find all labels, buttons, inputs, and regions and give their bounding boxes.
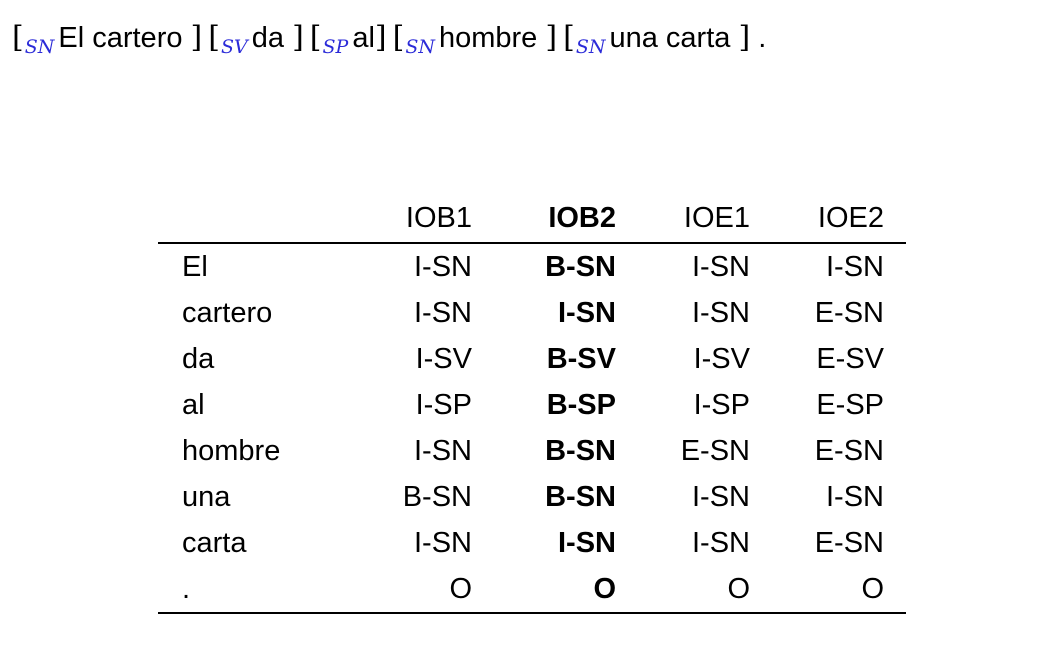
cell-ioe2: E-SP (816, 389, 884, 421)
header-ioe2: IOE2 (754, 194, 906, 244)
open-bracket: [ (563, 20, 575, 55)
table-row: cartero I-SN I-SN I-SN E-SN (158, 290, 906, 336)
chunk-text: al (352, 22, 375, 54)
cell-iob2: B-SN (545, 481, 616, 513)
cell-word: una (182, 481, 231, 513)
cell-iob2: B-SN (545, 435, 616, 467)
chunk: [SP al] (309, 20, 387, 58)
annotated-sentence: [SN El cartero ] [SV da ] [SP al] [SN hombre ][… (12, 16, 766, 60)
close-bracket: ] (545, 20, 558, 55)
cell-word: hombre (182, 435, 281, 467)
open-bracket: [ (309, 20, 322, 55)
table-row: al I-SP B-SP I-SP E-SP (158, 382, 906, 428)
cell-iob1: I-SN (414, 435, 472, 467)
chunk-text: El cartero (58, 22, 183, 54)
cell-iob1: B-SN (402, 481, 472, 513)
open-bracket: [ (392, 20, 405, 55)
header-row: IOB1 IOB2 IOE1 IOE2 (158, 194, 906, 244)
chunk-tag: SV (220, 36, 248, 58)
table-row: una B-SN B-SN I-SN I-SN (158, 474, 906, 520)
cell-ioe1: I-SN (692, 297, 750, 329)
chunk-tag: SN (575, 36, 606, 58)
open-bracket: [ (208, 20, 220, 55)
cell-iob1: I-SN (414, 251, 472, 283)
cell-iob2: B-SP (546, 389, 616, 421)
header-ioe1: IOE1 (620, 194, 754, 244)
close-bracket: ] (190, 20, 203, 55)
close-bracket: ] (292, 20, 304, 55)
cell-word: . (158, 566, 352, 614)
table-row: El I-SN B-SN I-SN I-SN (158, 243, 906, 290)
chunk: [SN una carta ] (563, 20, 751, 58)
cell-word: cartero (182, 297, 273, 329)
header-iob1: IOB1 (352, 194, 476, 244)
cell-ioe1: I-SN (692, 527, 750, 559)
open-bracket: [ (12, 20, 24, 55)
cell-iob2: O (476, 566, 620, 614)
cell-iob1: I-SN (414, 527, 472, 559)
table-row: . O O O O (158, 566, 906, 614)
cell-ioe2: I-SN (826, 481, 884, 513)
cell-ioe1: I-SV (693, 343, 750, 375)
cell-ioe2: O (754, 566, 906, 614)
cell-ioe2: E-SN (814, 435, 884, 467)
cell-iob1: I-SV (415, 343, 472, 375)
chunk-tag: SN (24, 36, 55, 58)
cell-word: da (182, 343, 215, 375)
cell-ioe2: E-SV (816, 343, 884, 375)
chunk: [SN hombre ] (392, 20, 558, 58)
table-row: da I-SV B-SV I-SV E-SV (158, 336, 906, 382)
cell-iob1: I-SP (415, 389, 472, 421)
cell-iob1: O (352, 566, 476, 614)
header-word (158, 194, 352, 244)
chunk: [SN El cartero ] (12, 20, 203, 58)
cell-ioe2: E-SN (814, 297, 884, 329)
close-bracket: ] (374, 20, 387, 55)
cell-ioe1: E-SN (680, 435, 750, 467)
chunk-text: una carta (609, 22, 731, 54)
cell-iob2: B-SV (546, 343, 616, 375)
cell-ioe1: O (620, 566, 754, 614)
cell-word: al (182, 389, 205, 421)
cell-iob2: I-SN (558, 297, 616, 329)
cell-ioe1: I-SN (692, 481, 750, 513)
cell-ioe1: I-SN (692, 251, 750, 283)
chunk-text: da (251, 22, 284, 54)
chunk-tag: SP (322, 36, 349, 58)
cell-iob2: I-SN (558, 527, 616, 559)
cell-iob2: B-SN (545, 251, 616, 283)
chunk-text: hombre (438, 22, 538, 54)
chunk-encoding-table: IOB1 IOB2 IOE1 IOE2 El I-SN B-SN I-SN I-… (158, 194, 906, 614)
chunk-tag: SN (405, 36, 435, 58)
close-bracket: ] (738, 20, 751, 55)
cell-ioe1: I-SP (693, 389, 750, 421)
chunk: [SV da ] (208, 20, 304, 58)
final-punctuation: . (758, 22, 767, 54)
cell-iob1: I-SN (414, 297, 472, 329)
cell-word: El (182, 251, 208, 283)
cell-word: carta (182, 527, 247, 559)
table-row: carta I-SN I-SN I-SN E-SN (158, 520, 906, 566)
cell-ioe2: E-SN (814, 527, 884, 559)
cell-ioe2: I-SN (826, 251, 884, 283)
header-iob2: IOB2 (476, 194, 620, 244)
table-row: hombre I-SN B-SN E-SN E-SN (158, 428, 906, 474)
